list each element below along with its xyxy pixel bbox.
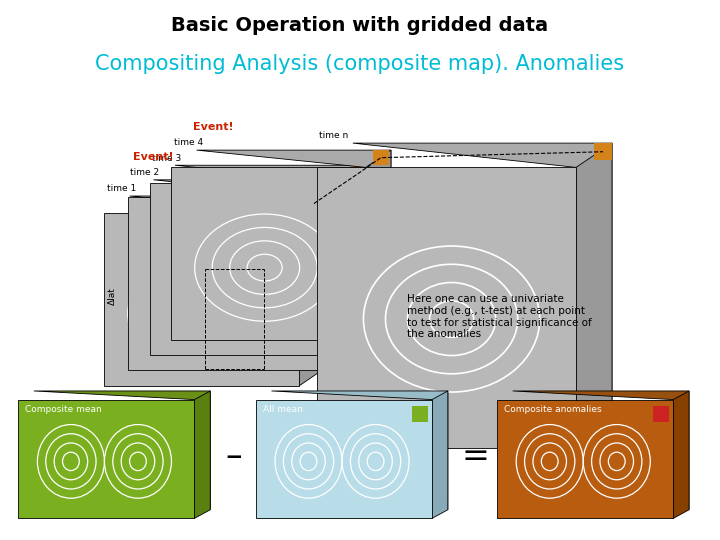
Text: Event!: Event! [193,122,233,132]
Polygon shape [306,196,322,211]
Polygon shape [653,406,669,422]
Polygon shape [351,165,367,180]
Text: =: = [462,440,489,473]
Polygon shape [18,400,194,518]
Text: Here one can use a univariate
method (e.g., t-test) at each point
to test for st: Here one can use a univariate method (e.… [407,294,592,339]
Polygon shape [366,150,391,340]
Polygon shape [194,391,210,518]
Text: Δlat: Δlat [108,287,117,305]
Polygon shape [128,197,323,370]
Polygon shape [594,143,612,160]
Text: Compositing Analysis (composite map). Anomalies: Compositing Analysis (composite map). An… [96,54,624,74]
Polygon shape [175,165,369,338]
Text: time 2: time 2 [130,168,159,177]
Polygon shape [412,406,428,422]
Polygon shape [353,143,612,424]
Polygon shape [317,167,576,448]
Polygon shape [344,165,369,355]
Text: time 4: time 4 [174,138,202,147]
Text: time n: time n [319,131,348,140]
Polygon shape [497,400,673,518]
Polygon shape [576,143,612,448]
Polygon shape [330,180,346,195]
Text: Event!: Event! [133,152,174,162]
Text: Composite anomalies: Composite anomalies [504,405,602,414]
Text: Basic Operation with gridded data: Basic Operation with gridded data [171,16,549,35]
Polygon shape [171,167,366,340]
Text: All mean: All mean [263,405,302,414]
Text: Composite mean: Composite mean [25,405,102,414]
Polygon shape [197,150,391,323]
Polygon shape [130,196,324,369]
Polygon shape [373,150,389,165]
Polygon shape [673,391,689,518]
Text: time 3: time 3 [152,153,181,163]
Text: –: – [225,440,243,473]
Text: time 1: time 1 [107,184,136,193]
Polygon shape [256,400,432,518]
Polygon shape [34,391,210,510]
Polygon shape [153,180,348,353]
Polygon shape [299,196,324,386]
Polygon shape [271,391,448,510]
Polygon shape [323,180,348,370]
Polygon shape [432,391,448,518]
Polygon shape [150,183,344,355]
Polygon shape [513,391,689,510]
Polygon shape [104,213,299,386]
